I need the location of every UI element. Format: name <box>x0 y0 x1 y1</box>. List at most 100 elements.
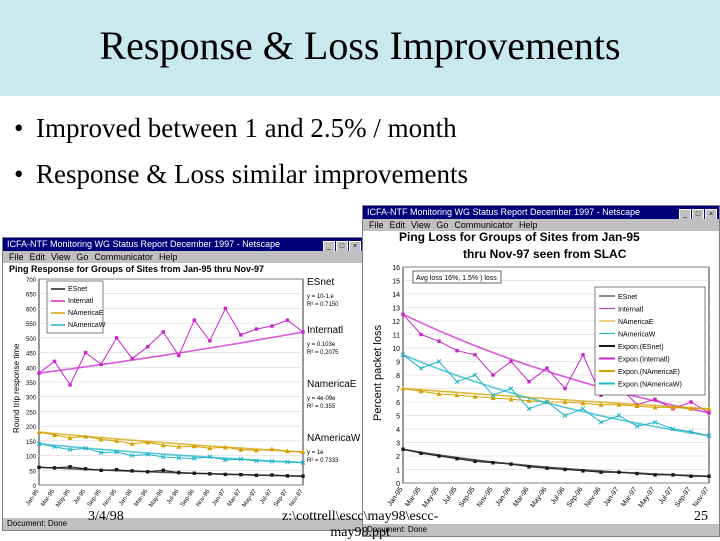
data-point <box>146 470 149 473</box>
y-tick-label: 2 <box>396 454 400 461</box>
x-tick-label: May-95 <box>422 486 441 509</box>
x-tick-label: May-97 <box>242 488 259 508</box>
menu-view[interactable]: View <box>51 252 70 262</box>
legend-entry: ESnet <box>618 294 637 301</box>
x-tick-label: Jan-95 <box>387 486 405 508</box>
slide-title: Response & Loss Improvements <box>0 22 720 69</box>
data-point <box>37 371 40 374</box>
data-point <box>473 353 476 356</box>
x-tick-label: Sep-95 <box>87 488 103 508</box>
data-point <box>491 461 494 464</box>
y-tick-labels: 161514131211109876543210 <box>392 265 400 488</box>
legend-entry: Internatl <box>68 298 94 305</box>
data-point <box>177 354 180 357</box>
data-point <box>635 472 638 475</box>
data-point <box>401 448 404 451</box>
y-tick-label: 350 <box>26 381 37 387</box>
x-tick-label: Jan-97 <box>603 486 621 508</box>
x-tick-label: Jan-96 <box>495 486 513 508</box>
menu-go[interactable]: Go <box>436 220 448 230</box>
y-tick-label: 11 <box>393 333 400 340</box>
y-tick-label: 13 <box>392 306 400 313</box>
bullet-list: • Improved between 1 and 2.5% / month • Re… <box>14 108 468 200</box>
y-axis-label: Percent packet loss <box>372 325 384 421</box>
data-point <box>527 380 530 383</box>
loss-window: ICFA-NTF Monitoring WG Status Report Dec… <box>362 205 720 537</box>
fit-equation: y = 0.103e <box>307 342 336 348</box>
data-point <box>301 474 304 477</box>
y-tick-label: 10 <box>392 346 400 353</box>
window-title: ICFA-NTF Monitoring WG Status Report Dec… <box>367 207 640 217</box>
data-point <box>707 411 710 414</box>
data-point <box>193 472 196 475</box>
data-point <box>286 319 289 322</box>
loss-chart: Ping Loss for Groups of Sites from Jan-9… <box>363 231 719 524</box>
data-point <box>509 462 512 465</box>
y-tick-label: 5 <box>396 414 400 421</box>
menu-view[interactable]: View <box>411 220 430 230</box>
data-point <box>545 466 548 469</box>
y-tick-label: 6 <box>396 400 400 407</box>
data-point <box>617 471 620 474</box>
bullet-item: • Response & Loss similar improvements <box>14 154 468 200</box>
data-point <box>581 469 584 472</box>
x-tick-label: Sep-97 <box>273 488 289 508</box>
y-tick-label: 3 <box>396 441 400 448</box>
data-point <box>509 360 512 363</box>
menu-file[interactable]: File <box>9 252 24 262</box>
data-point <box>146 345 149 348</box>
bullet-text: Response & Loss similar improvements <box>36 159 468 189</box>
x-tick-label: Jul-96 <box>166 488 181 505</box>
data-point <box>193 319 196 322</box>
y-tick-label: 8 <box>396 373 400 380</box>
data-point <box>208 339 211 342</box>
menu-communicator[interactable]: Communicator <box>94 252 153 262</box>
legend-box <box>595 287 705 395</box>
data-point <box>527 465 530 468</box>
x-tick-label: Mar-96 <box>512 486 531 508</box>
legend-entry: Expon.(NAmericaW) <box>618 382 682 389</box>
footer-path-line2: may98.ppt <box>282 525 438 541</box>
y-tick-label: 600 <box>26 307 37 313</box>
menu-communicator[interactable]: Communicator <box>454 220 513 230</box>
legend-entry: Expon.(Internatl) <box>618 357 670 364</box>
x-tick-label: May-96 <box>148 488 165 508</box>
menu-edit[interactable]: Edit <box>390 220 406 230</box>
data-point <box>99 363 102 366</box>
data-point <box>563 468 566 471</box>
window-menubar: File Edit View Go Communicator Help <box>3 251 363 263</box>
menu-go[interactable]: Go <box>76 252 88 262</box>
group-label: NAmericaW <box>307 433 361 444</box>
data-point <box>177 471 180 474</box>
menu-help[interactable]: Help <box>159 252 178 262</box>
data-point <box>419 452 422 455</box>
page-number: 25 <box>694 509 708 525</box>
data-point <box>473 460 476 463</box>
legend-entry: Expon.(ESnet) <box>618 344 664 351</box>
y-tick-label: 650 <box>26 293 37 299</box>
y-tick-label: 550 <box>26 322 37 328</box>
data-point <box>162 330 165 333</box>
window-titlebar: ICFA-NTF Monitoring WG Status Report Dec… <box>363 206 719 219</box>
data-point <box>130 469 133 472</box>
x-tick-label: Mar-97 <box>620 486 639 508</box>
legend-entry: NAmericaW <box>618 332 656 339</box>
menu-help[interactable]: Help <box>519 220 538 230</box>
data-point <box>653 473 656 476</box>
y-tick-label: 9 <box>396 360 400 367</box>
x-tick-label: Sep-96 <box>180 488 196 508</box>
menu-file[interactable]: File <box>369 220 384 230</box>
data-point <box>599 471 602 474</box>
menu-edit[interactable]: Edit <box>30 252 46 262</box>
group-label: NamericaE <box>307 379 357 390</box>
footer-date: 3/4/98 <box>88 509 124 525</box>
y-tick-label: 150 <box>26 440 37 446</box>
y-tick-label: 7 <box>396 387 400 394</box>
data-point <box>84 467 87 470</box>
data-point <box>255 327 258 330</box>
data-point <box>689 475 692 478</box>
x-tick-label: Mar-95 <box>404 486 423 508</box>
y-tick-label: 15 <box>392 279 400 286</box>
x-tick-label: Nov-95 <box>476 486 495 509</box>
data-point <box>301 330 304 333</box>
